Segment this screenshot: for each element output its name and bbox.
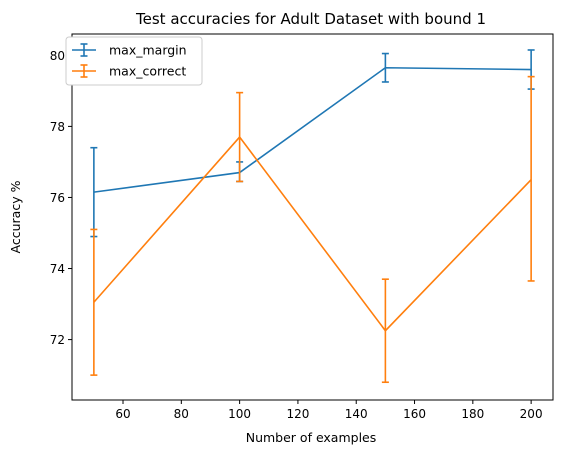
series-line-max_correct	[94, 137, 531, 331]
x-axis-label: Number of examples	[246, 430, 377, 445]
y-tick-label: 76	[50, 191, 65, 205]
plot-area	[90, 50, 534, 382]
x-tick-label: 120	[286, 407, 309, 421]
x-tick-label: 100	[228, 407, 251, 421]
x-tick-label: 140	[345, 407, 368, 421]
y-axis-label: Accuracy %	[8, 180, 23, 253]
x-tick-label: 180	[461, 407, 484, 421]
legend-label: max_correct	[109, 64, 186, 79]
x-tick-label: 80	[174, 407, 189, 421]
plot-frame	[72, 34, 553, 400]
y-tick-label: 80	[50, 49, 65, 63]
series-max_correct	[90, 77, 534, 383]
chart-title: Test accuracies for Adult Dataset with b…	[135, 10, 486, 28]
legend-label: max_margin	[109, 43, 187, 58]
y-axis: 72 74 76 78 80	[50, 49, 72, 347]
legend: max_margin max_correct	[66, 37, 202, 85]
x-tick-label: 160	[403, 407, 426, 421]
y-tick-label: 72	[50, 333, 65, 347]
series-line-max_margin	[94, 68, 531, 192]
x-tick-label: 60	[115, 407, 130, 421]
y-tick-label: 78	[50, 120, 65, 134]
x-axis: 60 80 100 120 140 160 180 200	[115, 400, 542, 421]
x-tick-label: 200	[520, 407, 543, 421]
y-tick-label: 74	[50, 262, 65, 276]
